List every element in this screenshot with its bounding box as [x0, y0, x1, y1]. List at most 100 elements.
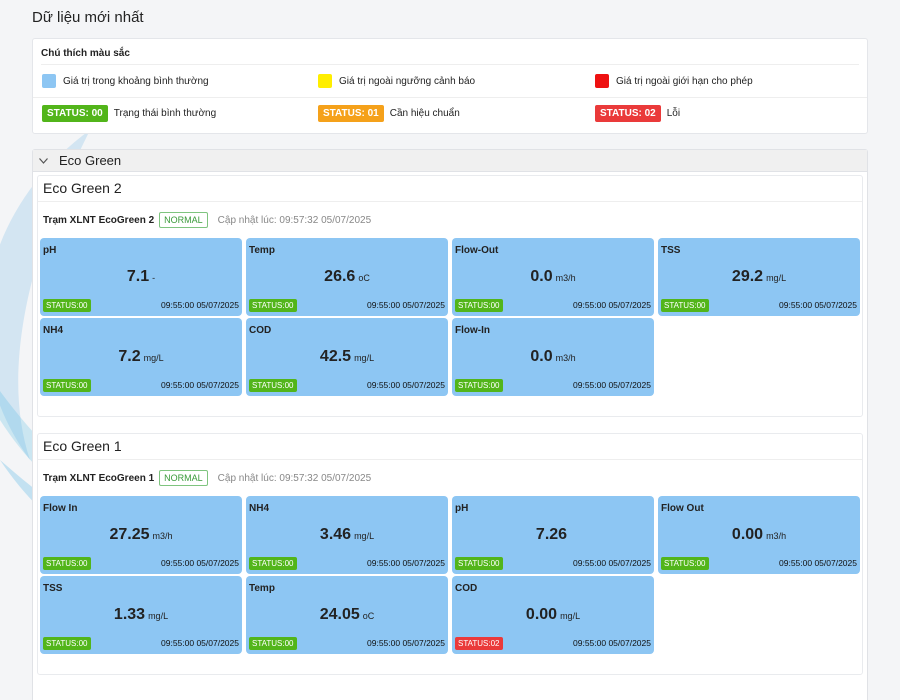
station-name: Trạm XLNT EcoGreen 1: [43, 472, 155, 484]
status-02-badge: STATUS: 02: [595, 105, 661, 122]
card-time: 09:55:00 05/07/2025: [779, 300, 857, 310]
card-status: STATUS:00: [249, 637, 297, 650]
legend-warning: Giá trị ngoài ngưỡng cảnh báo: [318, 74, 595, 88]
card-value-row: 7.2 mg/L: [40, 348, 242, 366]
sensor-card[interactable]: TSS 29.2 mg/L STATUS:00 09:55:00 05/07/2025: [658, 238, 860, 316]
card-status: STATUS:00: [43, 637, 91, 650]
card-value: 0.0: [530, 348, 553, 365]
card-value: 0.00: [731, 526, 764, 543]
legend-normal-label: Giá trị trong khoảng bình thường: [63, 75, 209, 87]
card-value-row: 1.33 mg/L: [40, 606, 242, 624]
sensor-card[interactable]: COD 42.5 mg/L STATUS:00 09:55:00 05/07/2025: [246, 318, 448, 396]
card-status: STATUS:00: [455, 379, 503, 392]
card-value-row: 24.05 oC: [246, 606, 448, 624]
card-value: 27.25: [109, 526, 150, 543]
card-value: 0.0: [530, 268, 553, 285]
legend-limit-label: Giá trị ngoài giới hạn cho phép: [616, 75, 753, 87]
card-time: 09:55:00 05/07/2025: [573, 300, 651, 310]
card-time: 09:55:00 05/07/2025: [779, 558, 857, 568]
legend-limit: Giá trị ngoài giới hạn cho phép: [595, 74, 753, 88]
sensor-card[interactable]: TSS 1.33 mg/L STATUS:00 09:55:00 05/07/2025: [40, 576, 242, 654]
card-value-row: 7.1-: [40, 268, 242, 286]
card-value: 42.5: [319, 348, 352, 365]
station-info: Trạm XLNT EcoGreen 2 NORMAL Cập nhật lúc…: [38, 202, 862, 238]
status-badge: NORMAL: [159, 212, 208, 228]
card-status: STATUS:00: [249, 299, 297, 312]
status-00-badge: STATUS: 00: [42, 105, 108, 122]
sensor-card[interactable]: pH 7.26 STATUS:00 09:55:00 05/07/2025: [452, 496, 654, 574]
card-time: 09:55:00 05/07/2025: [367, 638, 445, 648]
legend-status-00: STATUS: 00 Trạng thái bình thường: [42, 105, 318, 122]
card-time: 09:55:00 05/07/2025: [367, 380, 445, 390]
sensor-card[interactable]: Temp 26.6 oC STATUS:00 09:55:00 05/07/2025: [246, 238, 448, 316]
card-value: 7.1: [126, 268, 150, 285]
card-value: 7.26: [535, 526, 568, 543]
card-name: NH4: [43, 325, 64, 336]
card-value: 7.2: [118, 348, 141, 365]
card-time: 09:55:00 05/07/2025: [573, 638, 651, 648]
group-panel: Eco Green Eco Green 2 Trạm XLNT EcoGreen…: [32, 149, 868, 700]
card-unit: m3/h: [152, 531, 173, 541]
card-unit: m3/h: [766, 531, 787, 541]
group-title: Eco Green: [59, 153, 122, 168]
card-time: 09:55:00 05/07/2025: [161, 300, 239, 310]
card-unit: mg/L: [143, 353, 164, 363]
card-unit: oC: [358, 273, 370, 283]
station-title: Eco Green 2: [38, 176, 862, 202]
sensor-card[interactable]: pH 7.1- STATUS:00 09:55:00 05/07/2025: [40, 238, 242, 316]
card-value-row: 42.5 mg/L: [246, 348, 448, 366]
card-time: 09:55:00 05/07/2025: [367, 300, 445, 310]
sensor-card[interactable]: NH4 3.46 mg/L STATUS:00 09:55:00 05/07/2025: [246, 496, 448, 574]
card-value-row: 0.00 mg/L: [452, 606, 654, 624]
card-unit: m3/h: [555, 353, 576, 363]
station-info: Trạm XLNT EcoGreen 1 NORMAL Cập nhật lúc…: [38, 460, 862, 496]
sensor-card[interactable]: Flow Out 0.00 m3/h STATUS:00 09:55:00 05/07/…: [658, 496, 860, 574]
card-time: 09:55:00 05/07/2025: [161, 558, 239, 568]
legend-status-row: STATUS: 00 Trạng thái bình thường STATUS…: [33, 97, 867, 129]
card-name: COD: [249, 325, 272, 336]
station-title: Eco Green 1: [38, 434, 862, 460]
card-name: Flow-In: [455, 325, 490, 336]
card-name: pH: [455, 503, 469, 514]
card-value: 29.2: [731, 268, 764, 285]
card-status: STATUS:00: [455, 299, 503, 312]
updated-time: Cập nhật lúc: 09:57:32 05/07/2025: [217, 214, 372, 226]
card-status: STATUS:00: [455, 557, 503, 570]
card-value-row: 27.25 m3/h: [40, 526, 242, 544]
card-name: Flow Out: [661, 503, 704, 514]
sensor-card[interactable]: Flow-Out 0.0 m3/h STATUS:00 09:55:00 05/07/2…: [452, 238, 654, 316]
legend-warning-label: Giá trị ngoài ngưỡng cảnh báo: [339, 75, 476, 87]
sensor-card[interactable]: Flow-In 0.0 m3/h STATUS:00 09:55:00 05/07/20…: [452, 318, 654, 396]
status-badge: NORMAL: [159, 470, 208, 486]
sensor-card[interactable]: NH4 7.2 mg/L STATUS:00 09:55:00 05/07/2025: [40, 318, 242, 396]
card-value-row: 0.00 m3/h: [658, 526, 860, 544]
chevron-down-icon[interactable]: [39, 156, 51, 166]
color-legend: Chú thích màu sắc Giá trị trong khoảng b…: [32, 38, 868, 134]
group-header-toggle[interactable]: Eco Green: [33, 150, 867, 172]
sensor-card[interactable]: Temp 24.05 oC STATUS:00 09:55:00 05/07/2025: [246, 576, 448, 654]
card-time: 09:55:00 05/07/2025: [367, 558, 445, 568]
card-status: STATUS:00: [249, 557, 297, 570]
card-value-row: 26.6 oC: [246, 268, 448, 286]
card-status: STATUS:02: [455, 637, 503, 650]
card-name: TSS: [43, 583, 63, 594]
sensor-cards: Flow In 27.25 m3/h STATUS:00 09:55:00 05/07/…: [38, 496, 862, 674]
legend-status-01: STATUS: 01 Cần hiệu chuẩn: [318, 105, 595, 122]
card-unit: mg/L: [354, 353, 375, 363]
card-name: Temp: [249, 583, 275, 594]
card-time: 09:55:00 05/07/2025: [573, 558, 651, 568]
card-value-row: 0.0 m3/h: [452, 348, 654, 366]
card-name: COD: [455, 583, 478, 594]
status-01-badge: STATUS: 01: [318, 105, 384, 122]
sensor-card[interactable]: COD 0.00 mg/L STATUS:02 09:55:00 05/07/2025: [452, 576, 654, 654]
page-title: Dữ liệu mới nhất: [32, 9, 144, 26]
status-01-label: Cần hiệu chuẩn: [389, 108, 460, 119]
swatch-normal: [42, 74, 56, 88]
card-value: 26.6: [324, 268, 356, 285]
sensor-card[interactable]: Flow In 27.25 m3/h STATUS:00 09:55:00 05/07/…: [40, 496, 242, 574]
card-value: 1.33: [113, 606, 146, 623]
sensor-cards: pH 7.1- STATUS:00 09:55:00 05/07/2025 Temp 2…: [38, 238, 862, 416]
card-unit: -: [152, 273, 156, 283]
legend-normal: Giá trị trong khoảng bình thường: [42, 74, 318, 88]
legend-heading: Chú thích màu sắc: [41, 39, 859, 65]
